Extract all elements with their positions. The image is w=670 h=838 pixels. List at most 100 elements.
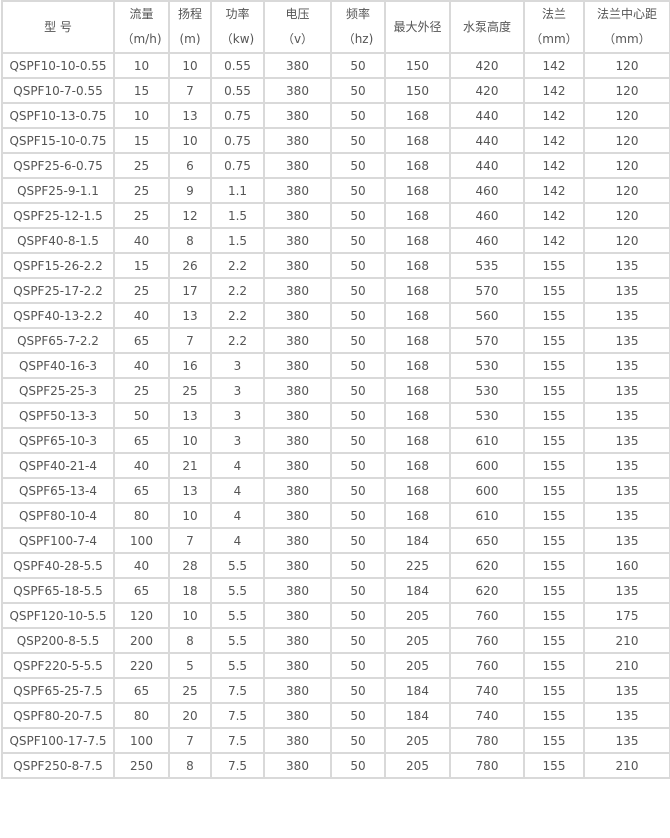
cell-model: QSPF10-7-0.55 <box>1 77 115 104</box>
cell-voltage: 380 <box>263 502 332 529</box>
cell-flange-center-distance: 135 <box>583 452 670 479</box>
cell-frequency: 50 <box>330 752 386 779</box>
cell-frequency: 50 <box>330 577 386 604</box>
cell-flow: 10 <box>113 52 170 79</box>
cell-frequency: 50 <box>330 102 386 129</box>
cell-flow: 25 <box>113 177 170 204</box>
cell-flow: 15 <box>113 127 170 154</box>
cell-flange: 142 <box>523 177 585 204</box>
cell-model: QSPF10-13-0.75 <box>1 102 115 129</box>
cell-voltage: 380 <box>263 327 332 354</box>
cell-frequency: 50 <box>330 602 386 629</box>
cell-flow: 40 <box>113 227 170 254</box>
table-row: QSPF15-10-0.75 15 10 0.75 380 50 168 440 142 120 <box>1 127 670 154</box>
cell-head: 5 <box>168 652 212 679</box>
cell-power: 2.2 <box>210 252 265 279</box>
cell-model: QSPF40-28-5.5 <box>1 552 115 579</box>
cell-power: 1.5 <box>210 227 265 254</box>
cell-voltage: 380 <box>263 127 332 154</box>
cell-flange-center-distance: 135 <box>583 527 670 554</box>
cell-head: 7 <box>168 327 212 354</box>
table-row: QSPF100-17-7.5 100 7 7.5 380 50 205 780 155 135 <box>1 727 670 754</box>
cell-max-diameter: 205 <box>384 727 451 754</box>
cell-flow: 40 <box>113 452 170 479</box>
cell-model: QSPF25-12-1.5 <box>1 202 115 229</box>
cell-max-diameter: 150 <box>384 52 451 79</box>
cell-power: 5.5 <box>210 627 265 654</box>
cell-head: 13 <box>168 102 212 129</box>
header-flow: 流量 （m/h) <box>113 0 170 54</box>
cell-max-diameter: 168 <box>384 277 451 304</box>
cell-power: 3 <box>210 352 265 379</box>
cell-flange-center-distance: 135 <box>583 377 670 404</box>
cell-flange-center-distance: 135 <box>583 702 670 729</box>
cell-flange-center-distance: 120 <box>583 177 670 204</box>
cell-head: 28 <box>168 552 212 579</box>
cell-model: QSPF25-6-0.75 <box>1 152 115 179</box>
table-row: QSPF50-13-3 50 13 3 380 50 168 530 155 135 <box>1 402 670 429</box>
table-row: QSPF25-25-3 25 25 3 380 50 168 530 155 135 <box>1 377 670 404</box>
cell-flange: 155 <box>523 252 585 279</box>
cell-power: 5.5 <box>210 552 265 579</box>
cell-max-diameter: 168 <box>384 152 451 179</box>
cell-flange: 155 <box>523 277 585 304</box>
cell-pump-height: 740 <box>449 702 525 729</box>
table-row: QSPF10-7-0.55 15 7 0.55 380 50 150 420 142 120 <box>1 77 670 104</box>
cell-flow: 80 <box>113 702 170 729</box>
cell-flange: 155 <box>523 752 585 779</box>
cell-flow: 100 <box>113 727 170 754</box>
pump-spec-table: 型 号 流量 （m/h) 扬程 (m) 功率 （kw) 电压 （v） 频率 （hz) 最大外径 水泵高度… <box>1 0 670 779</box>
cell-head: 25 <box>168 677 212 704</box>
cell-flange: 155 <box>523 602 585 629</box>
cell-flange: 142 <box>523 152 585 179</box>
cell-voltage: 380 <box>263 277 332 304</box>
cell-head: 10 <box>168 127 212 154</box>
table-row: QSPF80-10-4 80 10 4 380 50 168 610 155 135 <box>1 502 670 529</box>
table-row: QSPF220-5-5.5 220 5 5.5 380 50 205 760 155 210 <box>1 652 670 679</box>
cell-flange: 142 <box>523 127 585 154</box>
header-unit: （hz) <box>342 32 374 46</box>
cell-pump-height: 570 <box>449 277 525 304</box>
cell-voltage: 380 <box>263 527 332 554</box>
cell-model: QSPF65-25-7.5 <box>1 677 115 704</box>
cell-power: 0.75 <box>210 152 265 179</box>
cell-power: 2.2 <box>210 327 265 354</box>
cell-flange: 142 <box>523 202 585 229</box>
cell-frequency: 50 <box>330 452 386 479</box>
cell-max-diameter: 150 <box>384 77 451 104</box>
cell-model: QSPF120-10-5.5 <box>1 602 115 629</box>
cell-flange: 155 <box>523 552 585 579</box>
cell-frequency: 50 <box>330 277 386 304</box>
cell-power: 3 <box>210 402 265 429</box>
cell-voltage: 380 <box>263 52 332 79</box>
cell-voltage: 380 <box>263 377 332 404</box>
header-label: 法兰中心距 <box>596 7 657 21</box>
header-unit: （v） <box>281 32 314 46</box>
cell-flange-center-distance: 120 <box>583 152 670 179</box>
cell-power: 2.2 <box>210 277 265 304</box>
cell-pump-height: 440 <box>449 127 525 154</box>
cell-power: 1.1 <box>210 177 265 204</box>
cell-head: 9 <box>168 177 212 204</box>
cell-flow: 80 <box>113 502 170 529</box>
cell-pump-height: 610 <box>449 502 525 529</box>
cell-flange-center-distance: 135 <box>583 677 670 704</box>
cell-flow: 65 <box>113 427 170 454</box>
cell-model: QSPF80-20-7.5 <box>1 702 115 729</box>
table-row: QSPF65-7-2.2 65 7 2.2 380 50 168 570 155 135 <box>1 327 670 354</box>
cell-flow: 40 <box>113 302 170 329</box>
cell-head: 18 <box>168 577 212 604</box>
cell-pump-height: 760 <box>449 627 525 654</box>
cell-flange-center-distance: 120 <box>583 77 670 104</box>
cell-flange: 155 <box>523 302 585 329</box>
cell-head: 21 <box>168 452 212 479</box>
cell-pump-height: 440 <box>449 152 525 179</box>
cell-pump-height: 620 <box>449 552 525 579</box>
cell-model: QSPF65-13-4 <box>1 477 115 504</box>
cell-max-diameter: 225 <box>384 552 451 579</box>
cell-head: 7 <box>168 77 212 104</box>
cell-power: 7.5 <box>210 702 265 729</box>
cell-pump-height: 530 <box>449 377 525 404</box>
cell-model: QSPF15-26-2.2 <box>1 252 115 279</box>
cell-pump-height: 740 <box>449 677 525 704</box>
